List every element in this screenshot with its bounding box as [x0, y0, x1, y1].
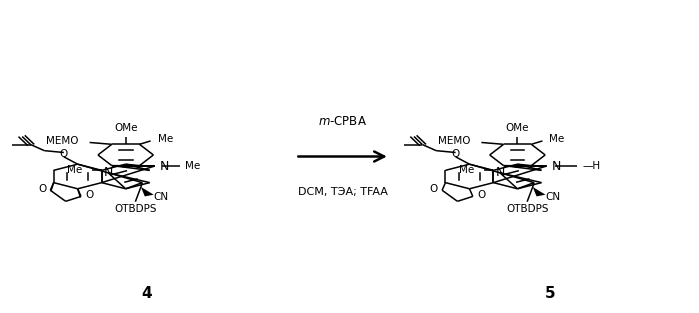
Polygon shape: [533, 187, 545, 196]
Polygon shape: [141, 187, 154, 196]
Text: Me: Me: [459, 165, 474, 175]
Text: O: O: [451, 149, 459, 159]
Text: CN: CN: [545, 192, 561, 202]
Text: OTBDPS: OTBDPS: [506, 203, 549, 213]
Text: N: N: [160, 160, 169, 172]
Text: Me: Me: [157, 134, 173, 144]
Text: O: O: [59, 149, 67, 159]
Text: O: O: [38, 184, 46, 194]
Text: 4: 4: [142, 286, 152, 301]
Text: CN: CN: [153, 192, 168, 202]
Text: O: O: [85, 191, 94, 201]
Text: Me: Me: [549, 134, 565, 144]
Text: $m$-CPBA: $m$-CPBA: [318, 115, 367, 128]
Text: OTBDPS: OTBDPS: [114, 203, 157, 213]
Text: MEMO: MEMO: [438, 136, 470, 146]
Text: OMe: OMe: [505, 123, 529, 133]
Text: N: N: [496, 166, 505, 179]
Text: Me: Me: [185, 161, 201, 171]
Text: DCM, ТЭА; TFAA: DCM, ТЭА; TFAA: [298, 187, 387, 197]
Text: Me: Me: [67, 165, 82, 175]
Text: O: O: [430, 184, 438, 194]
Text: 5: 5: [545, 286, 556, 301]
Text: —H: —H: [583, 161, 600, 171]
Text: N: N: [103, 166, 113, 179]
Text: MEMO: MEMO: [46, 136, 78, 146]
Text: OMe: OMe: [114, 123, 138, 133]
Text: N: N: [552, 160, 561, 172]
Text: O: O: [477, 191, 485, 201]
